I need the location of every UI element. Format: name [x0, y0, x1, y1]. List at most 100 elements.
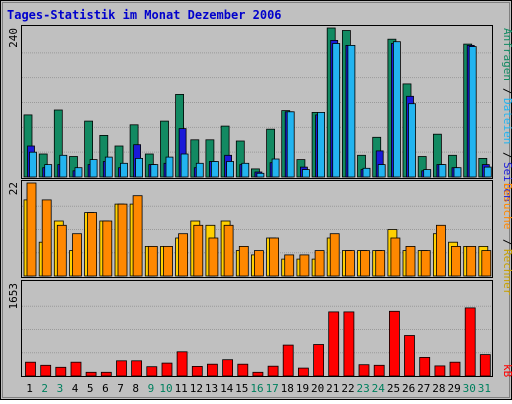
visits-bar	[435, 224, 446, 277]
legend-kb: kB	[501, 364, 512, 378]
visits-bar	[208, 237, 219, 277]
kb-bar	[479, 354, 491, 377]
visits-bar	[451, 245, 461, 277]
day-label: 24	[372, 382, 386, 395]
files-bar	[332, 43, 341, 178]
kb-bar	[131, 360, 143, 377]
files-bar	[301, 169, 310, 178]
kb-bar	[222, 359, 234, 377]
legend-pages: Seiten	[501, 162, 512, 202]
visits-bar	[26, 182, 37, 277]
day-label: 22	[341, 382, 354, 395]
visits-bar	[56, 224, 67, 277]
day-label: 9	[148, 382, 155, 395]
legend-hosts: Rechner	[501, 249, 512, 296]
files-bar	[317, 112, 326, 178]
day-label: 26	[402, 382, 415, 395]
files-bar	[59, 154, 68, 178]
visits-bar	[375, 250, 386, 277]
day-label: 6	[102, 382, 109, 395]
kb-bar	[252, 371, 264, 377]
kb-bar	[297, 367, 309, 377]
files-bar	[423, 169, 432, 178]
visits-bar	[284, 254, 295, 277]
kb-bar	[358, 364, 370, 377]
visits-bar	[314, 250, 325, 277]
visits-bar	[329, 233, 340, 277]
visits-bar	[178, 233, 189, 277]
files-bar	[89, 159, 98, 178]
kb-bar	[388, 310, 400, 377]
kb-bar	[404, 335, 415, 377]
day-label: 2	[41, 382, 48, 395]
kb-bar	[70, 361, 82, 377]
files-bar	[165, 156, 174, 178]
kb-bar	[161, 362, 173, 377]
files-bar	[453, 167, 462, 178]
files-bar	[29, 151, 37, 178]
visits-bar	[117, 203, 128, 277]
day-label: 11	[175, 382, 188, 395]
kb-bar	[85, 371, 97, 377]
visits-bar	[269, 237, 280, 277]
visits-bar	[299, 254, 310, 277]
files-bar	[150, 164, 159, 178]
panel-middle-ymax-label: 22	[7, 182, 20, 195]
visits-bar	[223, 224, 234, 277]
panel-bottom-ymax-label: 1653	[7, 283, 20, 310]
day-label: 12	[190, 382, 203, 395]
files-bar	[256, 172, 265, 178]
files-bar	[271, 158, 280, 178]
hosts-visits-panel: 22 Besuche / Rechner	[7, 180, 512, 296]
day-label: 21	[326, 382, 339, 395]
kb-bar	[434, 365, 446, 377]
visits-bar	[132, 195, 143, 277]
files-bar	[362, 167, 371, 178]
day-label: 18	[281, 382, 294, 395]
legend-sep-3: /	[501, 239, 512, 246]
files-bar	[135, 157, 144, 178]
day-label: 1	[26, 382, 33, 395]
visits-bar	[102, 220, 113, 277]
legend-files: Dateien	[501, 98, 512, 144]
kb-bar	[282, 344, 294, 377]
chart-frame-inner	[2, 2, 510, 398]
visits-bar	[420, 250, 431, 277]
day-label: 17	[266, 382, 279, 395]
files-bar	[74, 167, 83, 178]
panel-top-ymax-label: 240	[7, 28, 20, 48]
day-label: 10	[159, 382, 172, 395]
day-label: 28	[432, 382, 445, 395]
files-bar	[180, 153, 189, 178]
day-label: 7	[117, 382, 124, 395]
day-label: 23	[356, 382, 369, 395]
kb-bar	[25, 361, 36, 377]
kb-bar	[267, 365, 279, 377]
kb-bar	[343, 311, 355, 377]
day-label: 4	[72, 382, 79, 395]
visits-bar	[72, 233, 82, 277]
day-label: 19	[296, 382, 309, 395]
visits-bar	[253, 250, 264, 277]
kb-bar	[55, 366, 67, 377]
kb-panel: 1653 kB	[7, 280, 512, 378]
day-label: 29	[447, 382, 460, 395]
files-bar	[377, 164, 386, 178]
kb-bar	[313, 344, 325, 377]
day-label: 14	[220, 382, 234, 395]
panel-middle-legend: Besuche / Rechner	[501, 183, 512, 296]
visits-bar	[481, 250, 492, 277]
files-bar	[408, 103, 416, 178]
kb-bar	[40, 364, 52, 377]
visits-bar	[360, 250, 370, 277]
day-label: 15	[235, 382, 248, 395]
kb-bar	[191, 365, 203, 377]
day-label: 31	[478, 382, 491, 395]
requests-files-pages-panel: 240 Anfragen / Dateien / Seiten	[7, 25, 512, 202]
visits-bar	[466, 245, 477, 277]
files-bar	[226, 161, 235, 178]
visits-bar	[344, 250, 355, 277]
visits-bar	[405, 245, 416, 277]
kb-bar	[328, 311, 340, 377]
